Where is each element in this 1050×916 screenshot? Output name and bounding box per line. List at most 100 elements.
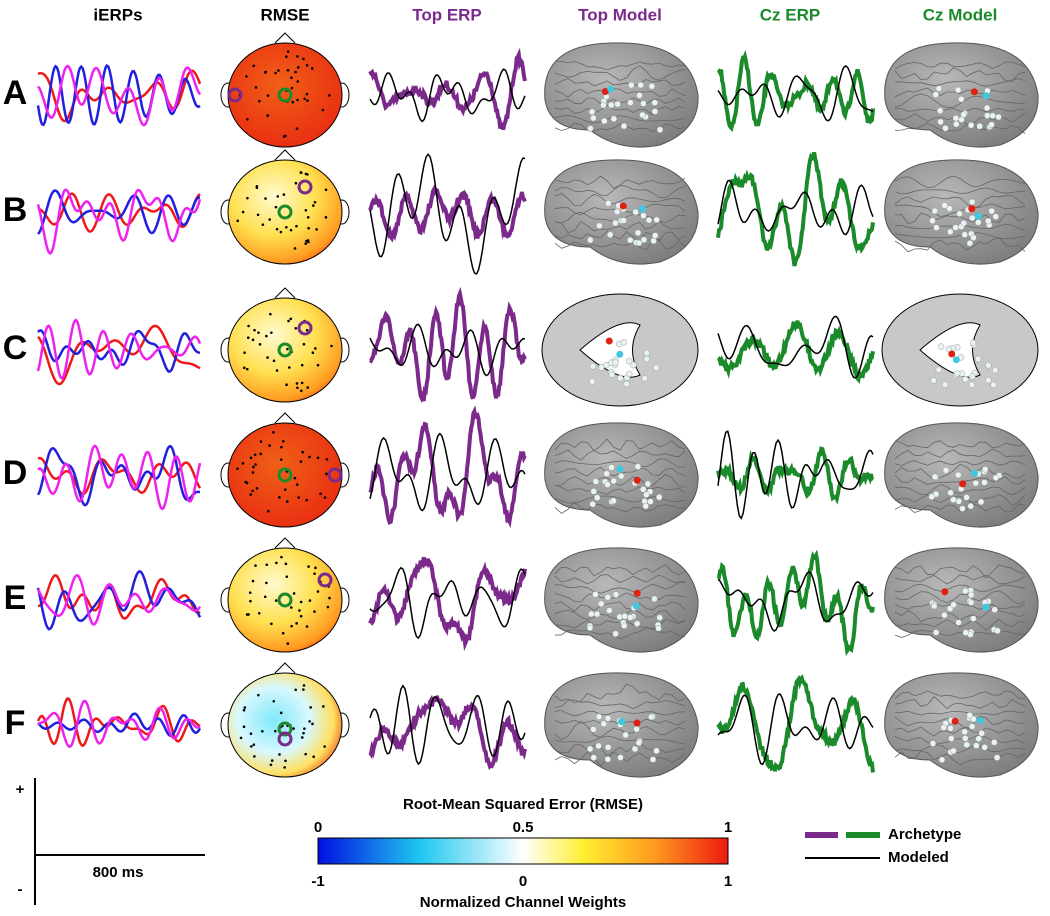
electrode bbox=[278, 496, 281, 499]
electrode bbox=[252, 743, 256, 747]
electrode bbox=[294, 181, 298, 185]
contact bbox=[946, 205, 953, 212]
electrode bbox=[275, 227, 279, 231]
electrode bbox=[304, 752, 307, 756]
electrode bbox=[250, 745, 253, 748]
electrode bbox=[298, 609, 301, 612]
contact bbox=[962, 587, 969, 595]
electrode bbox=[257, 693, 260, 697]
colorbar-label: Normalized Channel Weights bbox=[420, 894, 626, 911]
contact bbox=[588, 378, 596, 385]
contact bbox=[635, 239, 643, 247]
contact bbox=[959, 505, 966, 512]
archetype-trace bbox=[368, 694, 527, 770]
sulcus bbox=[894, 710, 1026, 716]
electrode bbox=[295, 483, 299, 486]
contact bbox=[593, 494, 601, 501]
sulcus bbox=[554, 581, 686, 594]
colorbar-top-tick: 0 bbox=[314, 819, 322, 836]
contact bbox=[614, 100, 621, 108]
electrode bbox=[272, 699, 276, 703]
contact bbox=[970, 234, 977, 241]
electrode bbox=[270, 622, 273, 626]
electrode bbox=[295, 382, 299, 385]
electrode bbox=[290, 86, 294, 90]
contact bbox=[640, 100, 647, 107]
contact bbox=[635, 739, 643, 747]
contact bbox=[600, 720, 608, 728]
electrode bbox=[261, 729, 264, 733]
contact bbox=[932, 629, 940, 636]
electrode bbox=[258, 99, 261, 103]
electrode bbox=[316, 363, 320, 367]
electrode bbox=[249, 456, 253, 460]
contact bbox=[941, 611, 948, 619]
archetype-trace bbox=[716, 320, 875, 384]
cz-marker bbox=[277, 204, 293, 220]
ierp-trace bbox=[37, 64, 202, 127]
modeled-trace bbox=[369, 323, 526, 377]
contact bbox=[981, 466, 989, 473]
cz-marker bbox=[277, 87, 293, 103]
contact bbox=[985, 362, 992, 369]
contact bbox=[978, 730, 985, 737]
contact bbox=[588, 610, 595, 618]
electrode bbox=[281, 439, 285, 443]
electrode bbox=[284, 759, 287, 763]
contact bbox=[995, 113, 1002, 121]
electrode bbox=[269, 312, 272, 316]
contact bbox=[952, 114, 960, 122]
sulcus bbox=[554, 184, 686, 199]
electrode bbox=[247, 324, 250, 328]
contact bbox=[650, 237, 657, 245]
electrode bbox=[302, 731, 305, 735]
contact bbox=[601, 117, 608, 125]
head-nose bbox=[274, 537, 296, 549]
sulcus bbox=[554, 122, 686, 133]
head-nose bbox=[274, 149, 296, 161]
contact bbox=[620, 122, 628, 130]
contact bbox=[950, 601, 957, 609]
contact bbox=[627, 614, 634, 621]
contact bbox=[633, 620, 641, 627]
electrode bbox=[245, 613, 249, 616]
sulcus bbox=[554, 458, 686, 468]
sulcus bbox=[554, 495, 686, 504]
contact bbox=[612, 219, 619, 227]
contact bbox=[651, 595, 658, 603]
colorbar-top-tick: 1 bbox=[724, 819, 732, 836]
electrode bbox=[306, 216, 310, 219]
ierp-trace bbox=[37, 456, 202, 496]
column-header: Cz ERP bbox=[760, 5, 820, 24]
electrode bbox=[278, 753, 281, 756]
electrode bbox=[316, 590, 320, 593]
contact bbox=[589, 363, 597, 370]
electrode bbox=[277, 69, 280, 72]
electrode bbox=[281, 631, 285, 635]
electrode bbox=[296, 386, 299, 390]
contact bbox=[963, 741, 971, 748]
electrode bbox=[275, 369, 279, 372]
contact bbox=[966, 712, 973, 719]
electrode bbox=[276, 195, 280, 198]
contact bbox=[630, 361, 637, 369]
sulcus bbox=[554, 735, 686, 745]
contact bbox=[641, 375, 649, 382]
column-header: Top ERP bbox=[412, 5, 482, 24]
sulcus bbox=[554, 683, 686, 703]
electrode bbox=[242, 725, 246, 729]
sulcus bbox=[554, 699, 686, 710]
electrode bbox=[268, 444, 271, 447]
electrode bbox=[305, 625, 309, 628]
electrode bbox=[289, 317, 293, 321]
electrode bbox=[308, 720, 311, 723]
contact bbox=[931, 473, 939, 481]
sulcus bbox=[894, 630, 1025, 638]
electrode bbox=[266, 114, 270, 117]
electrode bbox=[294, 70, 297, 74]
contact bbox=[656, 614, 663, 621]
electrode bbox=[272, 430, 275, 434]
contact bbox=[960, 111, 967, 118]
contact bbox=[930, 377, 937, 384]
sulcus bbox=[554, 60, 686, 71]
